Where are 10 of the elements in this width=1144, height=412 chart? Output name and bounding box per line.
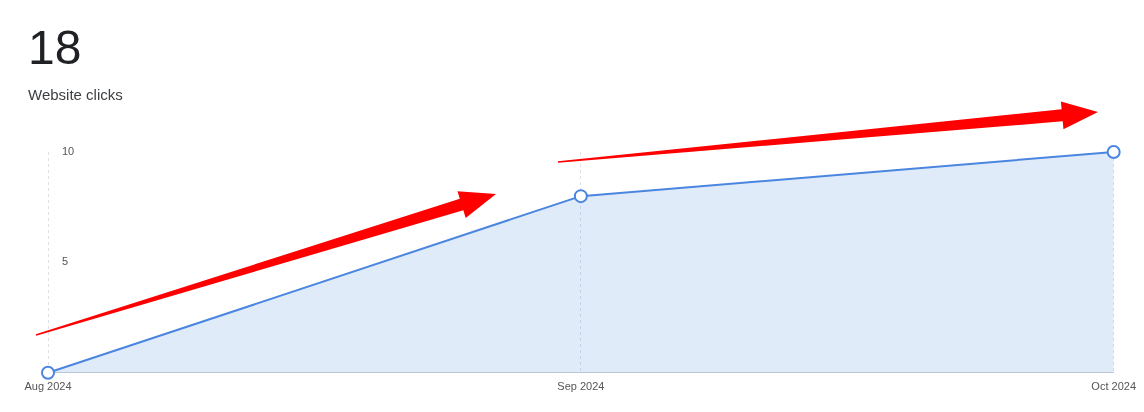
- y-tick-label: 5: [62, 255, 69, 268]
- point: [41, 365, 55, 380]
- chart-subtitle: Website clicks: [28, 86, 123, 103]
- x-tick-label: Sep 2024: [557, 380, 605, 393]
- y-tick-label: 10: [62, 145, 75, 158]
- point: [573, 189, 588, 204]
- x-tick-label: Aug 2024: [24, 380, 72, 393]
- point: [1106, 145, 1121, 159]
- chart-title: 18: [28, 20, 82, 76]
- x-tick-label: Oct 2024: [1091, 380, 1136, 393]
